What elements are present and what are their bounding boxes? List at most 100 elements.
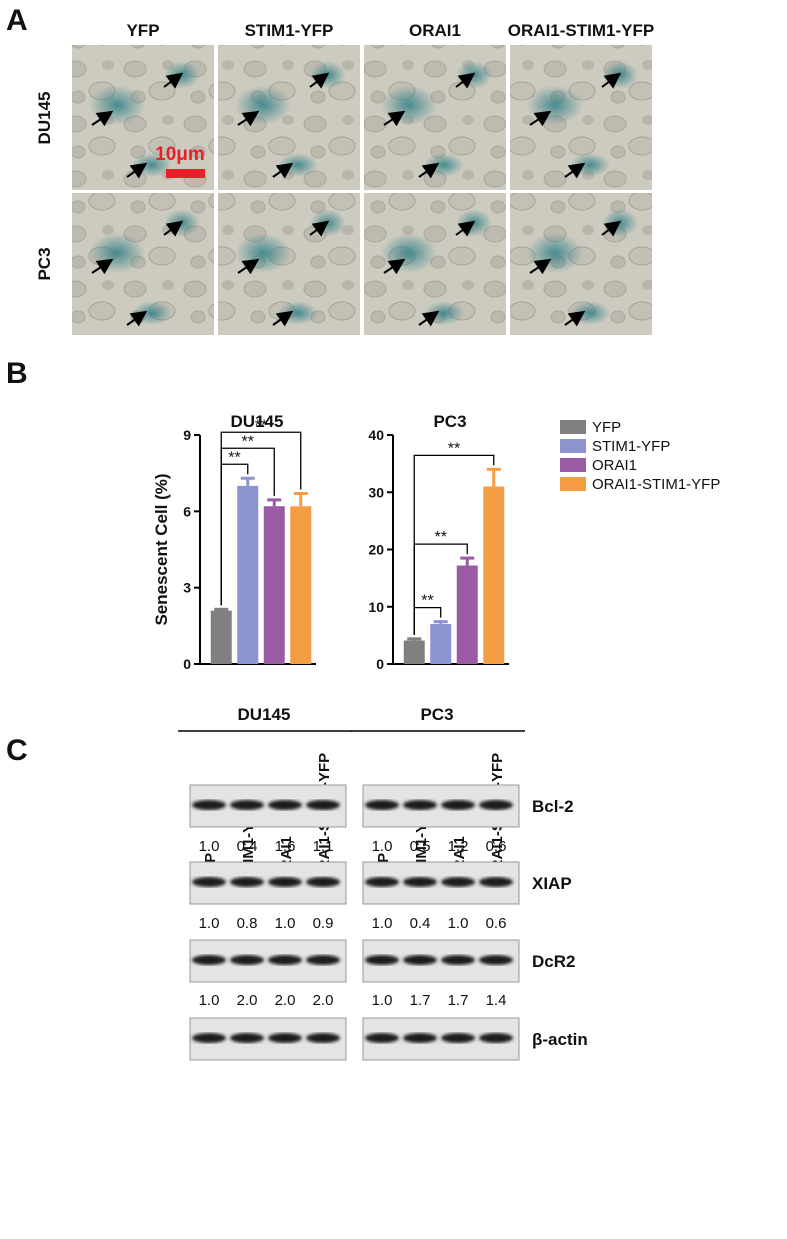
micrographs [72, 45, 652, 335]
y-tick-label: 0 [376, 656, 384, 672]
y-tick-label: 20 [368, 542, 384, 558]
band [192, 1033, 226, 1043]
significance-label: ** [242, 433, 254, 450]
bar [263, 506, 285, 664]
quantification: 1.0 [199, 915, 220, 932]
band [268, 955, 302, 965]
blot-label: XIAP [532, 874, 572, 893]
y-tick-label: 30 [368, 484, 384, 500]
scale-bar [166, 169, 205, 178]
legend-swatch [560, 439, 586, 453]
legend-label: ORAI1 [592, 457, 637, 474]
legend-label: STIM1-YFP [592, 438, 670, 455]
y-tick-label: 40 [368, 427, 384, 443]
legend-swatch [560, 420, 586, 434]
band [306, 955, 340, 965]
panel-label: B [6, 357, 28, 390]
y-tick-label: 6 [183, 503, 191, 519]
quantification: 0.6 [486, 915, 507, 932]
band [365, 955, 399, 965]
quantification: 0.8 [237, 915, 258, 932]
y-tick-label: 9 [183, 427, 191, 443]
band [479, 955, 513, 965]
significance-bracket [413, 454, 495, 635]
band [365, 1033, 399, 1043]
quantification: 1.6 [275, 838, 296, 855]
band [365, 800, 399, 810]
band [365, 877, 399, 887]
group-header: PC3 [420, 705, 453, 724]
quantification: 1.7 [410, 992, 431, 1009]
panel-label: C [6, 734, 28, 767]
blot-label: DcR2 [532, 952, 575, 971]
quantification: 1.0 [275, 915, 296, 932]
quantification: 1.0 [199, 992, 220, 1009]
quantification: 2.0 [313, 992, 334, 1009]
band [306, 877, 340, 887]
legend-swatch [560, 458, 586, 472]
band [230, 955, 264, 965]
band [403, 955, 437, 965]
bar [290, 506, 312, 664]
quantification: 0.5 [410, 838, 431, 855]
legend-swatch [560, 477, 586, 491]
quantification: 1.7 [448, 992, 469, 1009]
panel-label: A [6, 4, 28, 37]
row-header: DU145 [35, 92, 54, 145]
significance-label: ** [448, 440, 460, 457]
quantification: 1.0 [372, 838, 393, 855]
band [441, 800, 475, 810]
blot-label: β-actin [532, 1030, 588, 1049]
column-header: YFP [126, 21, 159, 40]
band [306, 800, 340, 810]
band [306, 1033, 340, 1043]
band [441, 877, 475, 887]
group-header: DU145 [238, 705, 291, 724]
quantification: 1.0 [199, 838, 220, 855]
quantification: 0.9 [313, 915, 334, 932]
chart-title: DU145 [231, 412, 284, 431]
band [230, 1033, 264, 1043]
band [192, 877, 226, 887]
band [403, 877, 437, 887]
band [192, 800, 226, 810]
quantification: 0.6 [486, 838, 507, 855]
band [403, 1033, 437, 1043]
bar [237, 485, 259, 664]
quantification: 0.4 [237, 838, 258, 855]
y-tick-label: 0 [183, 656, 191, 672]
band [479, 800, 513, 810]
blot-label: Bcl-2 [532, 797, 574, 816]
chart-title: PC3 [433, 412, 466, 431]
band [192, 955, 226, 965]
bar [483, 486, 505, 664]
quantification: 1.0 [372, 992, 393, 1009]
quantification: 1.4 [486, 992, 507, 1009]
band [479, 1033, 513, 1043]
band [230, 800, 264, 810]
band [441, 1033, 475, 1043]
bar [403, 640, 425, 664]
bar [456, 565, 478, 664]
bar [430, 623, 452, 664]
significance-label: ** [421, 593, 433, 610]
scale-bar-label: 10μm [155, 144, 205, 165]
quantification: 2.0 [275, 992, 296, 1009]
y-tick-label: 10 [368, 599, 384, 615]
band [268, 1033, 302, 1043]
legend-label: ORAI1-STIM1-YFP [592, 476, 720, 493]
quantification: 1.1 [313, 838, 334, 855]
quantification: 2.0 [237, 992, 258, 1009]
quantification: 1.2 [448, 838, 469, 855]
bar [210, 610, 232, 664]
column-header: ORAI1-STIM1-YFP [508, 21, 654, 40]
band [268, 800, 302, 810]
quantification: 0.4 [410, 915, 431, 932]
legend-label: YFP [592, 419, 621, 436]
significance-label: ** [435, 529, 447, 546]
y-axis-label: Senescent Cell (%) [152, 473, 171, 625]
quantification: 1.0 [448, 915, 469, 932]
band [230, 877, 264, 887]
band [268, 877, 302, 887]
